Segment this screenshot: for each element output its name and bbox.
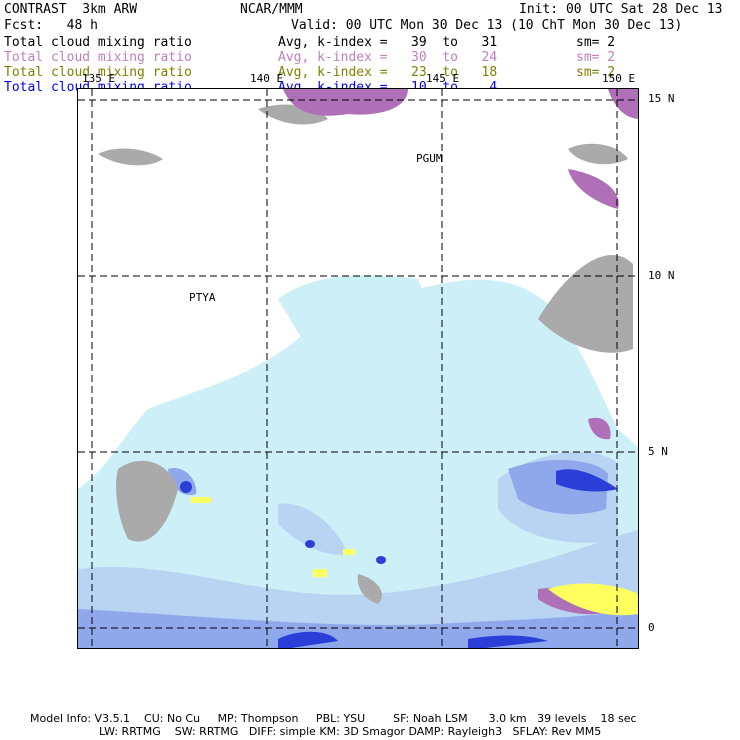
station-pgum: PGUM <box>416 152 443 165</box>
station-ptya: PTYA <box>189 291 216 304</box>
lat-lon-grid <box>78 89 638 648</box>
lon-label-150e: 150 E <box>602 72 636 85</box>
cloud-map-canvas <box>78 89 638 648</box>
field-avg-1: Avg, k-index = 39 to 31 <box>278 35 498 50</box>
lon-label-135e: 135 E <box>82 72 116 85</box>
field-name-2: Total cloud mixing ratio <box>4 50 192 65</box>
cloud-layer-yellow <box>191 497 638 616</box>
field-sm-1: sm= 2 <box>576 35 616 50</box>
cloud-layer-blue-deep <box>180 469 618 648</box>
valid-time: Valid: 00 UTC Mon 30 Dec 13 (10 ChT Mon … <box>291 18 683 33</box>
lon-label-140e: 140 E <box>250 72 284 85</box>
model-info-line-1: Model Info: V3.5.1 CU: No Cu MP: Thompso… <box>30 712 637 725</box>
cloud-layer-light <box>78 275 638 648</box>
init-time: Init: 00 UTC Sat 28 Dec 13 <box>519 2 723 17</box>
lon-label-145e: 145 E <box>426 72 460 85</box>
field-name-3: Total cloud mixing ratio <box>4 65 192 80</box>
model-title: CONTRAST 3km ARW <box>4 2 138 17</box>
field-name-1: Total cloud mixing ratio <box>4 35 192 50</box>
model-info-line-2: LW: RRTMG SW: RRTMG DIFF: simple KM: 3D … <box>99 725 602 738</box>
field-avg-3: Avg, k-index = 23 to 18 <box>278 65 498 80</box>
lat-label-10n: 10 N <box>648 269 675 282</box>
lat-label-15n: 15 N <box>648 92 675 105</box>
cloud-map: PGUM PTYA <box>77 88 639 649</box>
organization: NCAR/MMM <box>240 2 303 17</box>
lat-label-0: 0 <box>648 621 655 634</box>
lat-label-5n: 5 N <box>648 445 668 458</box>
field-sm-3: sm= 2 <box>576 65 616 80</box>
field-avg-2: Avg, k-index = 30 to 24 <box>278 50 498 65</box>
field-sm-2: sm= 2 <box>576 50 616 65</box>
forecast-hour: Fcst: 48 h <box>4 18 98 33</box>
